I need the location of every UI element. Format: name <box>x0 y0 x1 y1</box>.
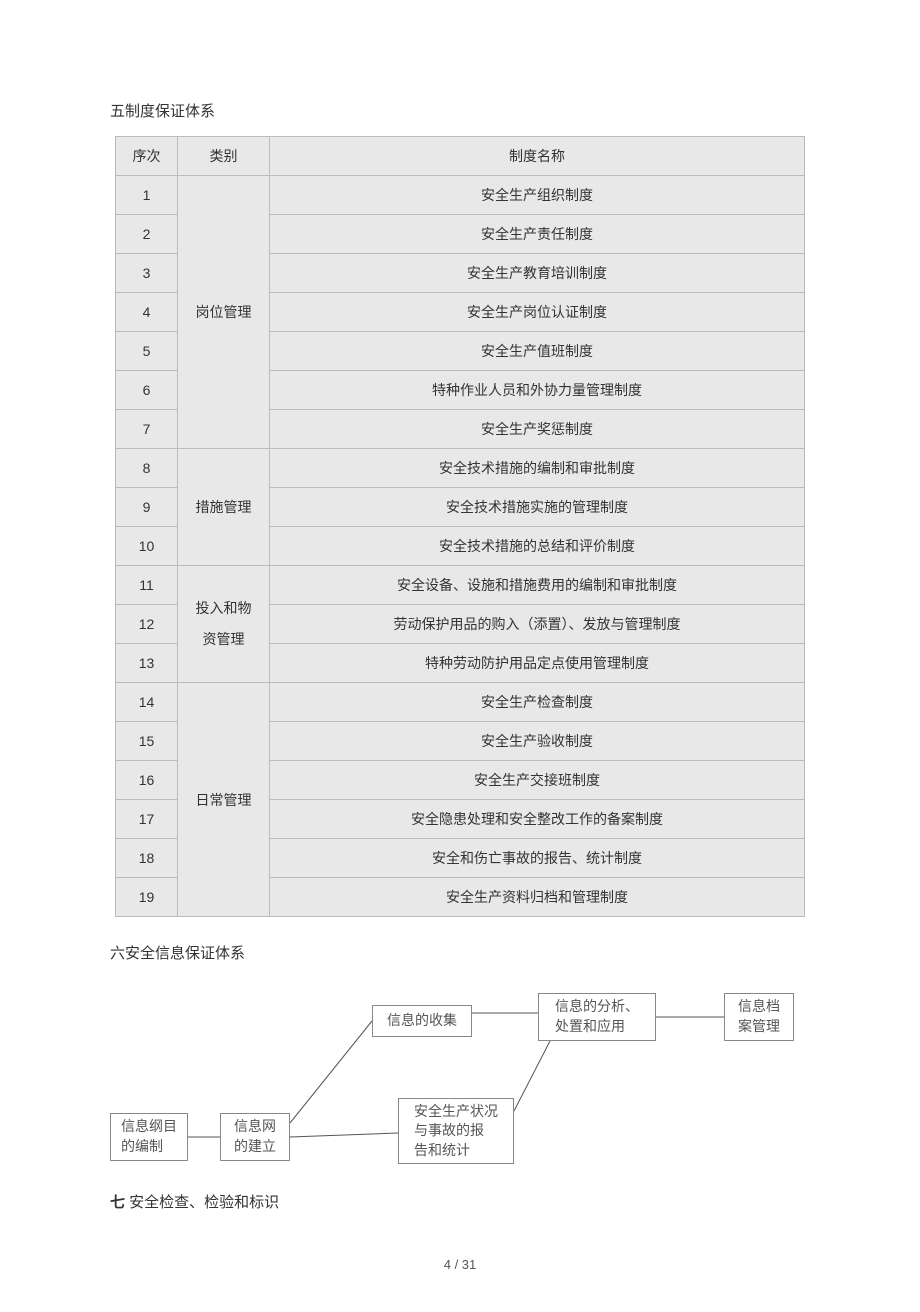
flow-node-n5: 信息的分析、处置和应用 <box>538 993 656 1041</box>
col-header-seq: 序次 <box>116 137 178 176</box>
cell-seq: 1 <box>116 176 178 215</box>
cell-name: 安全生产资料归档和管理制度 <box>270 878 805 917</box>
system-table: 序次 类别 制度名称 1岗位管理安全生产组织制度2安全生产责任制度3安全生产教育… <box>115 136 805 917</box>
cell-seq: 13 <box>116 644 178 683</box>
cell-seq: 18 <box>116 839 178 878</box>
cell-seq: 15 <box>116 722 178 761</box>
flow-node-n2: 信息网的建立 <box>220 1113 290 1161</box>
cell-seq: 8 <box>116 449 178 488</box>
cell-seq: 12 <box>116 605 178 644</box>
cell-name: 安全生产责任制度 <box>270 215 805 254</box>
cell-name: 安全生产教育培训制度 <box>270 254 805 293</box>
cell-name: 安全技术措施的总结和评价制度 <box>270 527 805 566</box>
table-header-row: 序次 类别 制度名称 <box>116 137 805 176</box>
cell-category: 日常管理 <box>178 683 270 917</box>
col-header-name: 制度名称 <box>270 137 805 176</box>
col-header-cat: 类别 <box>178 137 270 176</box>
table-row: 1岗位管理安全生产组织制度 <box>116 176 805 215</box>
cell-name: 安全生产值班制度 <box>270 332 805 371</box>
section7-prefix: 七 <box>110 1194 125 1211</box>
cell-seq: 14 <box>116 683 178 722</box>
cell-name: 安全隐患处理和安全整改工作的备案制度 <box>270 800 805 839</box>
cell-name: 特种劳动防护用品定点使用管理制度 <box>270 644 805 683</box>
flow-edge <box>290 1021 372 1123</box>
table-row: 11投入和物资管理安全设备、设施和措施费用的编制和审批制度 <box>116 566 805 605</box>
cell-seq: 4 <box>116 293 178 332</box>
cell-name: 安全技术措施的编制和审批制度 <box>270 449 805 488</box>
cell-seq: 11 <box>116 566 178 605</box>
flow-edge <box>514 1041 550 1111</box>
table-row: 8措施管理安全技术措施的编制和审批制度 <box>116 449 805 488</box>
section7-rest: 安全检查、检验和标识 <box>125 1194 279 1211</box>
cell-name: 安全生产岗位认证制度 <box>270 293 805 332</box>
page-footer: 4 / 31 <box>50 1257 870 1272</box>
cell-seq: 9 <box>116 488 178 527</box>
cell-name: 安全生产交接班制度 <box>270 761 805 800</box>
section5-heading: 五制度保证体系 <box>110 100 870 121</box>
section7-heading: 七 安全检查、检验和标识 <box>110 1191 870 1212</box>
cell-seq: 2 <box>116 215 178 254</box>
cell-seq: 3 <box>116 254 178 293</box>
cell-seq: 16 <box>116 761 178 800</box>
cell-name: 安全生产奖惩制度 <box>270 410 805 449</box>
cell-name: 安全生产组织制度 <box>270 176 805 215</box>
cell-name: 劳动保护用品的购入（添置）、发放与管理制度 <box>270 605 805 644</box>
section6-heading: 六安全信息保证体系 <box>110 942 870 963</box>
table-row: 14日常管理安全生产检查制度 <box>116 683 805 722</box>
cell-seq: 17 <box>116 800 178 839</box>
cell-name: 安全技术措施实施的管理制度 <box>270 488 805 527</box>
cell-seq: 19 <box>116 878 178 917</box>
cell-seq: 10 <box>116 527 178 566</box>
cell-name: 安全设备、设施和措施费用的编制和审批制度 <box>270 566 805 605</box>
flow-node-n3: 信息的收集 <box>372 1005 472 1037</box>
flow-edge <box>290 1133 398 1137</box>
cell-name: 特种作业人员和外协力量管理制度 <box>270 371 805 410</box>
flowchart-container: 信息纲目的编制信息网的建立 信息的收集安全生产状况与事故的报告和统计 信息的分析、处… <box>110 983 810 1183</box>
cell-category: 措施管理 <box>178 449 270 566</box>
cell-seq: 5 <box>116 332 178 371</box>
cell-category: 岗位管理 <box>178 176 270 449</box>
cell-name: 安全生产检查制度 <box>270 683 805 722</box>
cell-name: 安全生产验收制度 <box>270 722 805 761</box>
cell-category: 投入和物资管理 <box>178 566 270 683</box>
flow-node-n1: 信息纲目的编制 <box>110 1113 188 1161</box>
cell-seq: 7 <box>116 410 178 449</box>
flow-node-n4: 安全生产状况与事故的报告和统计 <box>398 1098 514 1164</box>
cell-seq: 6 <box>116 371 178 410</box>
cell-name: 安全和伤亡事故的报告、统计制度 <box>270 839 805 878</box>
flow-node-n6: 信息档案管理 <box>724 993 794 1041</box>
